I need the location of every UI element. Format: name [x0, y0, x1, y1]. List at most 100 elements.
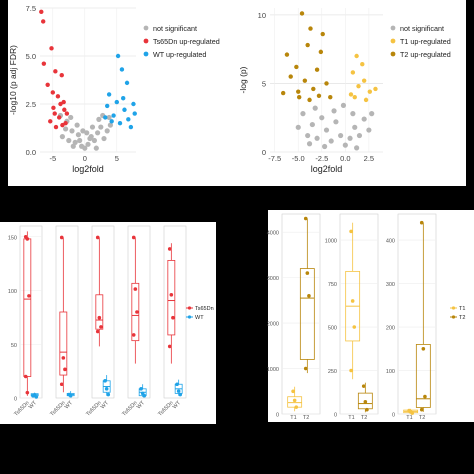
volcano-left-point-not-significant	[84, 130, 90, 136]
box-set-a-data-point	[95, 329, 100, 334]
volcano-right-point-not-significant	[305, 132, 311, 139]
volcano-left-point-ts65dn-up-regulated	[39, 9, 44, 15]
volcano-right-point-t2-up-regulated	[307, 97, 312, 103]
box-set-b-y-tick-label: 400	[386, 239, 395, 245]
box-set-b-category-label: T1	[290, 415, 296, 421]
volcano-left-point-ts65dn-up-regulated	[63, 121, 68, 126]
volcano-left-point-not-significant	[59, 134, 65, 140]
volcano-left-x-tick-label: 5	[115, 154, 119, 163]
box-set-b-y-tick-label: 100	[386, 369, 395, 375]
volcano-right-y-axis-label: -log (p)	[238, 66, 248, 93]
volcano-right-point-not-significant	[340, 102, 347, 108]
box-set-a-legend-label: WT	[195, 315, 204, 321]
volcano-right-point-t1-up-regulated	[356, 83, 361, 89]
volcano-right-point-t2-up-regulated	[328, 94, 333, 100]
volcano-right-point-t2-up-regulated	[316, 93, 322, 98]
volcano-left-point-wt-up-regulated	[121, 96, 126, 101]
volcano-right-point-t1-up-regulated	[352, 94, 357, 100]
volcano-right-point-not-significant	[314, 135, 320, 141]
volcano-left-point-ts65dn-up-regulated	[50, 90, 55, 95]
box-set-b-y-tick-label: 1000	[267, 367, 279, 373]
volcano-left-point-not-significant	[63, 126, 69, 132]
volcano-left-point-wt-up-regulated	[106, 92, 112, 97]
box-set-b-y-tick-label: 0	[392, 413, 395, 419]
box-set-b-data-point	[365, 407, 369, 412]
volcano-right-point-t2-up-regulated	[296, 94, 302, 100]
volcano-right-point-not-significant	[322, 143, 328, 150]
box-set-b-box-t2	[357, 392, 373, 410]
volcano-right-point-not-significant	[319, 115, 325, 121]
box-set-b-category-label: T2	[361, 415, 367, 421]
volcano-left-point-ts65dn-up-regulated	[53, 69, 58, 74]
volcano-left-point-wt-up-regulated	[124, 80, 130, 86]
volcano-right-point-t1-up-regulated	[367, 89, 373, 94]
volcano-right-point-t2-up-regulated	[296, 89, 301, 94]
volcano-left-point-wt-up-regulated	[111, 113, 116, 118]
volcano-left-plot-area	[40, 8, 136, 152]
volcano-right-point-not-significant	[369, 111, 375, 117]
volcano-right-point-not-significant	[333, 119, 339, 125]
box-set-b-y-tick-label: 1000	[325, 239, 337, 245]
box-set-a-data-point	[103, 379, 107, 383]
box-set-b-y-tick-label: 4000	[267, 231, 279, 237]
box-set-b-y-tick-label: 0	[276, 413, 279, 419]
volcano-right-legend-label: not significant	[400, 24, 444, 33]
volcano-left-point-not-significant	[66, 137, 72, 144]
volcano-left-point-not-significant	[80, 128, 86, 134]
volcano-left-x-tick-label: 0	[83, 154, 87, 163]
volcano-left-point-wt-up-regulated	[109, 119, 114, 124]
volcano-left-point-ts65dn-up-regulated	[62, 107, 67, 112]
volcano-left-point-wt-up-regulated	[126, 117, 131, 122]
volcano-left-point-ts65dn-up-regulated	[52, 111, 57, 116]
volcano-left-y-axis-label: -log10 (p adj FDR)	[8, 45, 18, 115]
box-set-b-y-tick-label: 750	[328, 282, 337, 288]
box-set-a-category-label: WT	[172, 400, 183, 411]
box-set-a-data-point	[135, 310, 139, 314]
box-set-a-data-point	[167, 344, 172, 349]
volcano-left-point-ts65dn-up-regulated	[61, 99, 66, 105]
volcano-left-point-ts65dn-up-regulated	[51, 105, 56, 111]
volcano-right-point-t2-up-regulated	[305, 42, 310, 48]
volcano-right-point-t1-up-regulated	[348, 92, 354, 97]
volcano-right-legend-swatch	[390, 51, 396, 57]
box-set-b-facet-frame	[281, 213, 321, 415]
volcano-right-point-t2-up-regulated	[299, 11, 305, 16]
volcano-left-legend-label: not significant	[153, 24, 197, 33]
volcano-right-point-not-significant	[328, 138, 334, 144]
volcano-left-point-not-significant	[85, 141, 91, 147]
volcano-left-point-ts65dn-up-regulated	[49, 46, 54, 51]
volcano-right-point-t2-up-regulated	[311, 86, 316, 92]
box-set-a-data-point	[68, 393, 73, 398]
volcano-left-y-tick-label: 5.0	[26, 52, 36, 61]
box-set-a-category-label: WT	[64, 400, 75, 411]
box-set-a-data-point	[131, 235, 136, 240]
box-set-b-y-tick-label: 500	[328, 326, 337, 332]
box-set-a-data-point	[176, 389, 181, 393]
box-set-a-data-point	[59, 235, 64, 240]
volcano-right-x-tick-label: -7.5	[268, 154, 281, 163]
box-set-b-facet-frame	[339, 213, 379, 415]
box-set-b-data-point	[421, 346, 426, 351]
box-set-a-y-tick-label: 0	[14, 397, 17, 403]
volcano-right-point-t2-up-regulated	[288, 74, 293, 79]
volcano-left-point-wt-up-regulated	[105, 103, 110, 109]
volcano-right-point-not-significant	[352, 124, 358, 130]
volcano-right-point-not-significant	[312, 105, 318, 111]
volcano-right-point-t2-up-regulated	[284, 52, 290, 57]
box-set-a-box-ts65dn	[95, 294, 104, 330]
volcano-left-point-ts65dn-up-regulated	[59, 73, 64, 78]
volcano-right-y-tick-label: 10	[258, 11, 266, 20]
volcano-left-point-not-significant	[107, 122, 113, 128]
box-set-a-category-label: Ts65Dn	[121, 400, 138, 417]
volcano-right-point-t1-up-regulated	[373, 86, 378, 92]
volcano-right-x-tick-label: -2.5	[315, 154, 328, 163]
volcano-left-point-not-significant	[69, 128, 75, 134]
volcano-right-point-not-significant	[338, 132, 344, 139]
volcano-right-point-t2-up-regulated	[280, 90, 286, 96]
volcano-right-point-not-significant	[342, 142, 348, 148]
volcano-left-point-not-significant	[68, 114, 74, 121]
volcano-right-legend-swatch	[390, 38, 396, 44]
box-set-a-y-tick-label: 50	[11, 343, 17, 349]
box-set-a-data-point	[178, 392, 183, 397]
